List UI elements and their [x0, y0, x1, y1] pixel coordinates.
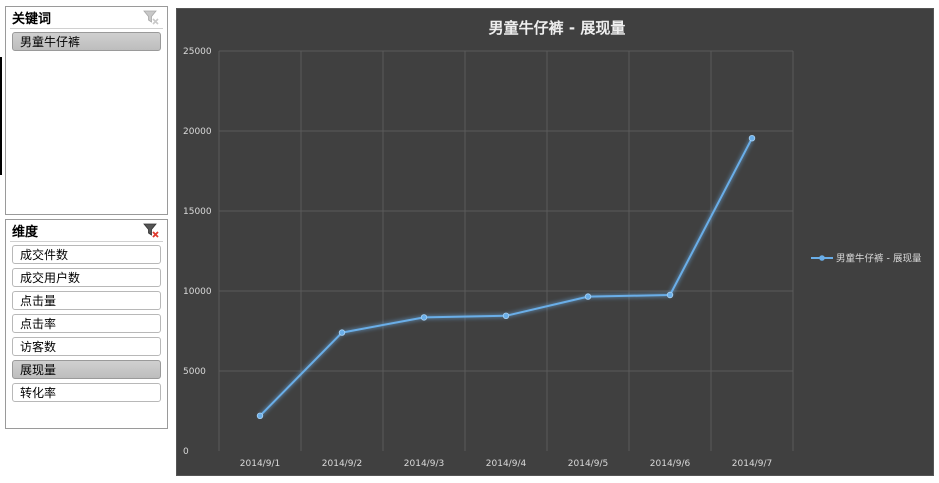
- dimension-slicer-item[interactable]: 展现量: [12, 360, 161, 379]
- keyword-slicer: 关键词 男童牛仔裤: [5, 6, 168, 215]
- dimension-slicer-item[interactable]: 访客数: [12, 337, 161, 356]
- series-line: [259, 137, 753, 417]
- dimension-slicer: 维度 成交件数成交用户数点击量点击率访客数展现量转化率: [5, 219, 168, 429]
- y-tick-label: 5000: [183, 367, 206, 377]
- data-point: [420, 314, 428, 321]
- keyword-slicer-item[interactable]: 男童牛仔裤: [12, 32, 161, 51]
- chart-title: 男童牛仔裤 - 展现量: [489, 19, 626, 37]
- y-tick-label: 20000: [183, 127, 212, 137]
- y-tick-label: 0: [183, 447, 189, 457]
- clear-filter-icon[interactable]: [143, 223, 159, 238]
- line-chart: 男童牛仔裤 - 展现量 0 5000 10000 15000 20000 25000 201…: [183, 19, 922, 469]
- keyword-slicer-list: 男童牛仔裤: [6, 29, 167, 51]
- x-tick-label: 2014/9/6: [650, 459, 691, 469]
- y-tick-label: 15000: [183, 207, 212, 217]
- chart-area: 男童牛仔裤 - 展现量 0 5000 10000 15000 20000 25000 201…: [176, 8, 934, 476]
- data-point: [256, 412, 264, 419]
- data-point: [666, 291, 674, 299]
- dimension-slicer-item[interactable]: 点击量: [12, 291, 161, 310]
- x-tick-label: 2014/9/1: [240, 459, 280, 469]
- legend: 男童牛仔裤 - 展现量: [811, 253, 922, 265]
- data-point: [502, 312, 510, 319]
- y-tick-label: 10000: [183, 287, 212, 297]
- legend-label: 男童牛仔裤 - 展现量: [836, 253, 922, 265]
- x-tick-label: 2014/9/2: [322, 459, 362, 469]
- dimension-slicer-item[interactable]: 成交用户数: [12, 268, 161, 287]
- x-tick-label: 2014/9/7: [732, 459, 772, 469]
- dimension-slicer-header: 维度: [10, 220, 163, 242]
- dimension-slicer-item[interactable]: 转化率: [12, 383, 161, 402]
- dimension-slicer-title: 维度: [12, 225, 39, 240]
- x-tick-label: 2014/9/3: [404, 459, 444, 469]
- keyword-slicer-header: 关键词: [10, 7, 163, 29]
- legend-marker-icon: [819, 255, 825, 261]
- dimension-slicer-list: 成交件数成交用户数点击量点击率访客数展现量转化率: [6, 242, 167, 402]
- window-edge-line: [0, 57, 2, 175]
- keyword-slicer-title: 关键词: [12, 12, 52, 27]
- clear-filter-icon[interactable]: [143, 10, 159, 25]
- data-point: [338, 329, 346, 336]
- dimension-slicer-item[interactable]: 点击率: [12, 314, 161, 333]
- dimension-slicer-item[interactable]: 成交件数: [12, 245, 161, 264]
- data-point: [748, 134, 756, 142]
- y-tick-label: 25000: [183, 47, 212, 57]
- x-tick-label: 2014/9/5: [568, 459, 608, 469]
- data-point: [584, 293, 592, 300]
- x-tick-label: 2014/9/4: [486, 459, 527, 469]
